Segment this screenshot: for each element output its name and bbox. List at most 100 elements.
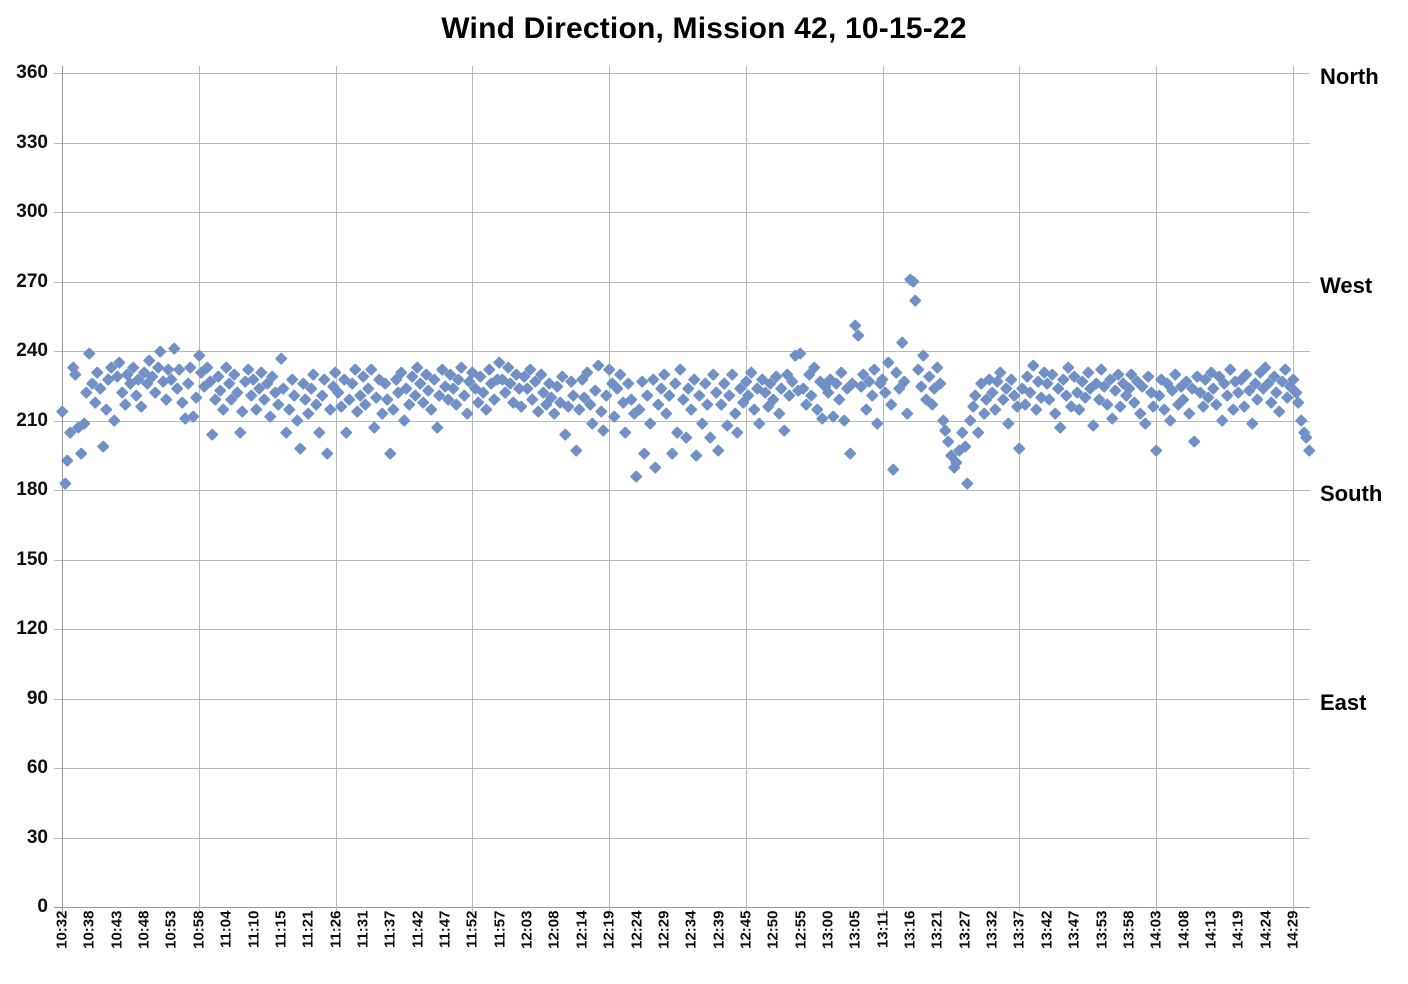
data-point bbox=[1183, 407, 1196, 420]
x-tick-label: 11:26 bbox=[327, 910, 345, 949]
data-point bbox=[966, 400, 979, 413]
y-tick-label: 240 bbox=[16, 340, 48, 361]
gridline-vertical bbox=[1293, 66, 1294, 913]
data-point bbox=[1226, 402, 1239, 415]
data-point bbox=[1232, 386, 1245, 399]
data-point bbox=[573, 402, 586, 415]
data-point bbox=[1095, 363, 1108, 376]
data-point bbox=[526, 393, 539, 406]
data-point bbox=[1054, 421, 1067, 434]
data-point bbox=[988, 402, 1001, 415]
gridline-vertical bbox=[1156, 66, 1158, 913]
data-point bbox=[676, 393, 689, 406]
x-tick-label: 12:45 bbox=[737, 910, 755, 949]
data-point bbox=[895, 335, 908, 348]
data-point bbox=[135, 400, 148, 413]
x-tick-label: 10:38 bbox=[80, 910, 98, 949]
data-point bbox=[972, 426, 985, 439]
data-point bbox=[753, 416, 766, 429]
gridline-vertical bbox=[745, 66, 747, 913]
x-tick-label: 11:37 bbox=[381, 910, 399, 949]
data-point bbox=[955, 426, 968, 439]
data-point bbox=[1292, 395, 1305, 408]
data-point bbox=[397, 414, 410, 427]
data-point bbox=[356, 370, 369, 383]
data-point bbox=[977, 407, 990, 420]
data-point bbox=[321, 446, 334, 459]
data-point bbox=[1169, 368, 1182, 381]
x-tick-label: 10:53 bbox=[162, 910, 180, 949]
data-point bbox=[430, 421, 443, 434]
data-point bbox=[649, 460, 662, 473]
chart-title: Wind Direction, Mission 42, 10-15-22 bbox=[441, 12, 967, 45]
data-point bbox=[731, 426, 744, 439]
x-tick-label: 14:19 bbox=[1229, 910, 1247, 949]
x-tick-label: 11:52 bbox=[463, 910, 481, 949]
data-point bbox=[690, 449, 703, 462]
data-point bbox=[701, 398, 714, 411]
data-point bbox=[97, 439, 110, 452]
data-point bbox=[56, 405, 69, 418]
data-point bbox=[1049, 407, 1062, 420]
data-point bbox=[1029, 402, 1042, 415]
data-point bbox=[638, 446, 651, 459]
right-axis-label-east: East bbox=[1320, 689, 1367, 715]
data-point bbox=[1013, 442, 1026, 455]
x-tick-label: 12:14 bbox=[573, 910, 591, 949]
data-point bbox=[663, 389, 676, 402]
gridline-vertical bbox=[1019, 66, 1021, 913]
data-point bbox=[698, 377, 711, 390]
data-point bbox=[630, 470, 643, 483]
x-tick-label: 13:32 bbox=[983, 910, 1001, 949]
data-point bbox=[936, 414, 949, 427]
x-tick-label: 13:58 bbox=[1120, 910, 1138, 949]
data-point bbox=[1221, 389, 1234, 402]
x-tick-label: 12:19 bbox=[600, 910, 618, 949]
data-point bbox=[173, 363, 186, 376]
data-point bbox=[274, 351, 287, 364]
data-point bbox=[233, 426, 246, 439]
data-point bbox=[1295, 414, 1308, 427]
gridline-horizontal bbox=[54, 73, 1310, 74]
data-point bbox=[914, 379, 927, 392]
y-axis-line bbox=[62, 66, 63, 913]
data-point bbox=[674, 363, 687, 376]
x-tick-label: 11:47 bbox=[436, 910, 454, 949]
x-tick-label: 13:21 bbox=[928, 910, 946, 949]
data-point bbox=[280, 426, 293, 439]
data-point bbox=[652, 398, 665, 411]
x-tick-label: 13:00 bbox=[819, 910, 837, 949]
gridline-horizontal bbox=[54, 212, 1310, 213]
data-point bbox=[367, 421, 380, 434]
data-point bbox=[387, 402, 400, 415]
data-point bbox=[1303, 444, 1316, 457]
data-point bbox=[376, 407, 389, 420]
data-point bbox=[88, 395, 101, 408]
data-point bbox=[1128, 395, 1141, 408]
right-axis-label-north: North bbox=[1320, 64, 1379, 89]
y-tick-label: 330 bbox=[16, 131, 48, 153]
data-point bbox=[129, 389, 142, 402]
x-tick-label: 14:13 bbox=[1202, 910, 1220, 949]
data-point bbox=[1106, 412, 1119, 425]
data-point bbox=[1245, 416, 1258, 429]
data-point bbox=[1158, 402, 1171, 415]
data-point bbox=[548, 407, 561, 420]
data-point bbox=[696, 416, 709, 429]
data-point bbox=[1218, 377, 1231, 390]
data-point bbox=[660, 407, 673, 420]
y-tick-label: 0 bbox=[37, 896, 48, 917]
data-point bbox=[887, 463, 900, 476]
data-point bbox=[236, 405, 249, 418]
y-tick-label: 60 bbox=[26, 757, 48, 778]
data-point bbox=[835, 365, 848, 378]
y-tick-label: 180 bbox=[16, 479, 48, 500]
data-point bbox=[1237, 400, 1250, 413]
data-point bbox=[923, 370, 936, 383]
data-point bbox=[176, 395, 189, 408]
gridline-horizontal bbox=[54, 559, 1310, 561]
data-point bbox=[58, 477, 71, 490]
gridline-horizontal bbox=[54, 281, 1310, 283]
data-point bbox=[715, 398, 728, 411]
data-point bbox=[868, 363, 881, 376]
